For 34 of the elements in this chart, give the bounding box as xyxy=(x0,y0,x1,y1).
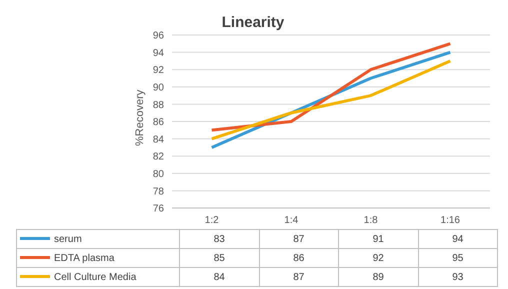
data-label: 89 xyxy=(338,268,418,286)
y-tick-label: 96 xyxy=(152,30,164,42)
data-label: 87 xyxy=(259,268,338,286)
y-tick-label: 90 xyxy=(152,82,164,94)
y-tick-label: 76 xyxy=(152,204,164,215)
x-tick-label: 1:8 xyxy=(364,215,378,226)
x-tick-label: 1:2 xyxy=(204,215,220,226)
data-label: 92 xyxy=(338,248,418,268)
data-label: 95 xyxy=(418,248,498,268)
y-axis-title: %Recovery xyxy=(134,88,146,148)
y-tick-label: 82 xyxy=(152,152,164,163)
y-tick-label: 92 xyxy=(152,65,164,76)
y-tick-label: 84 xyxy=(152,134,164,146)
chart-title: Linearity xyxy=(220,14,286,31)
data-label: 86 xyxy=(259,248,338,268)
line-series xyxy=(210,59,452,140)
data-label: 84 xyxy=(180,268,259,286)
legend-label: Cell Culture Media xyxy=(16,268,180,286)
y-tick-label: 80 xyxy=(152,168,164,180)
data-label: 83 xyxy=(180,230,259,248)
y-tick-label: 88 xyxy=(152,100,164,111)
data-label: 85 xyxy=(180,248,259,268)
line-series xyxy=(210,42,452,132)
x-tick-label: 1:4 xyxy=(284,215,299,226)
x-tick-label: 1:16 xyxy=(440,215,460,226)
data-label: 94 xyxy=(418,230,498,248)
data-label: 91 xyxy=(338,230,418,248)
data-label: 93 xyxy=(418,268,498,286)
legend-label: serum xyxy=(16,230,180,248)
y-tick-label: 86 xyxy=(152,117,164,128)
y-tick-label: 78 xyxy=(152,186,164,198)
y-tick-label: 94 xyxy=(152,48,164,59)
legend-label: EDTA plasma xyxy=(16,248,180,268)
data-label: 87 xyxy=(259,230,338,248)
